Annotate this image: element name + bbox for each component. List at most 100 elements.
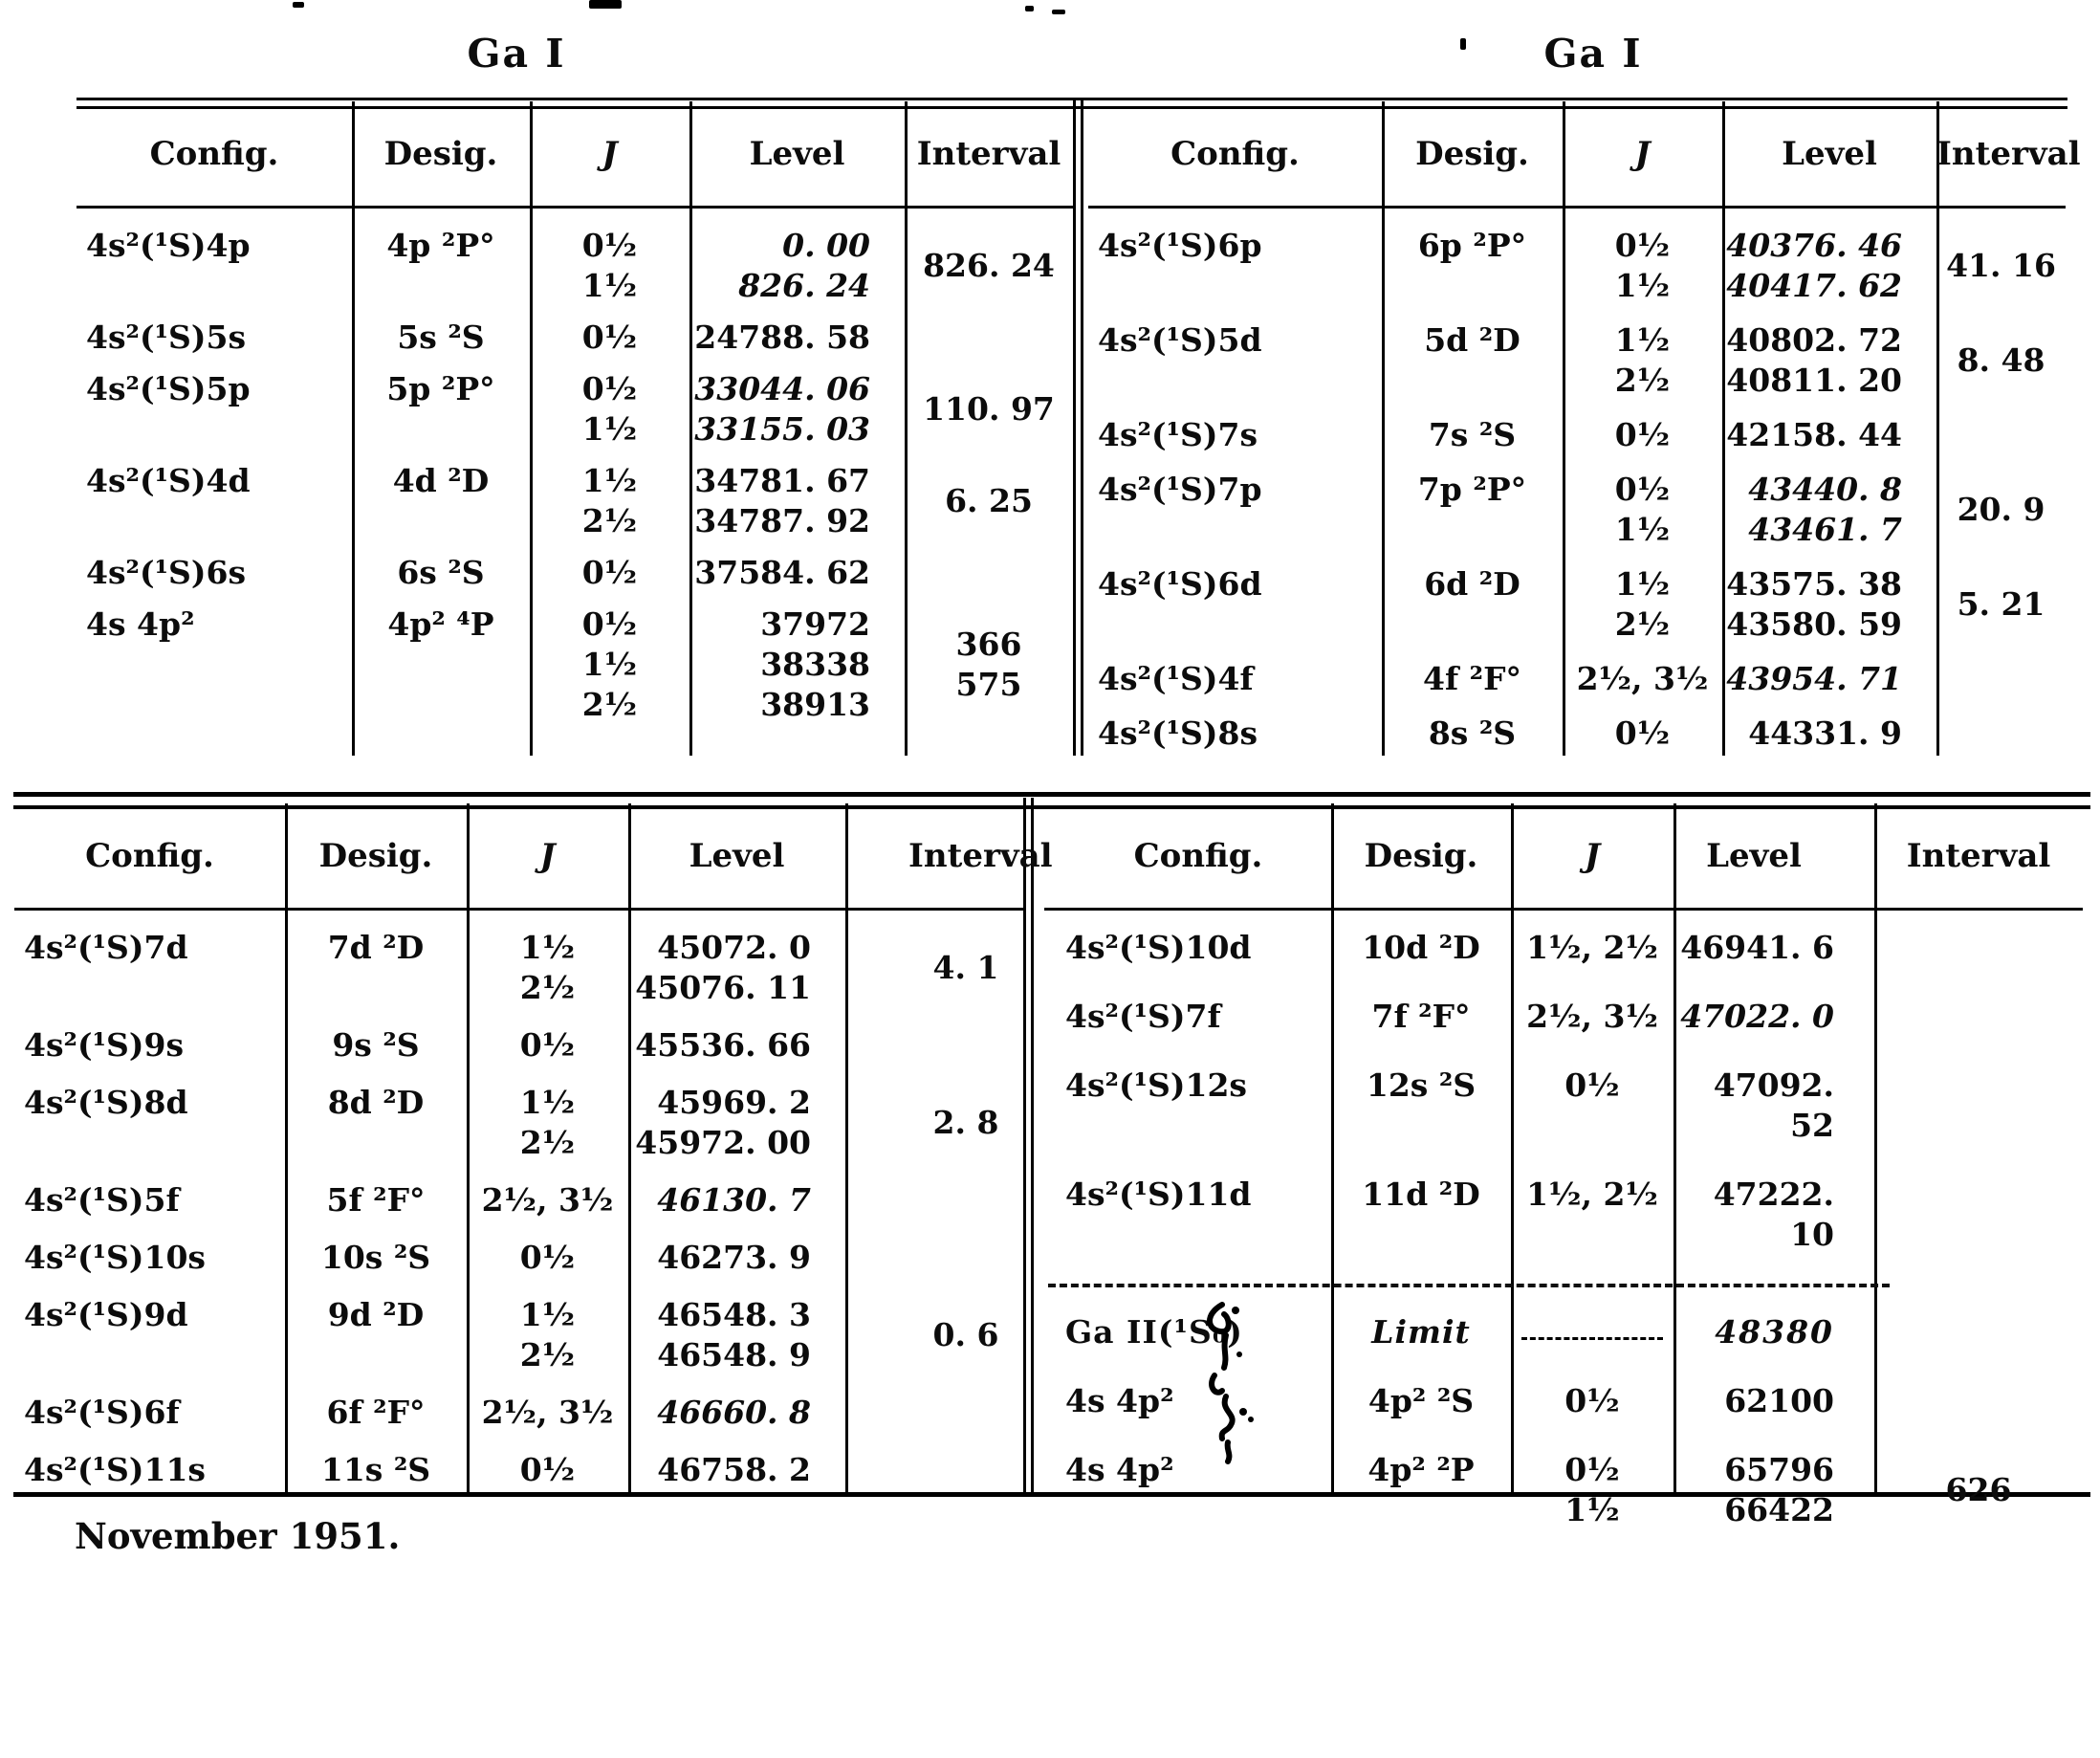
table-row: 4s 4p² 4p² ⁴P 0½ 1½ 2½ 37972 38338 38913 366 575	[77, 604, 1073, 725]
table-title-left: Ga I	[467, 31, 566, 77]
level-cell: 0. 00 826. 24	[689, 226, 905, 306]
j-cell: 2½, 3½	[467, 1180, 628, 1220]
j-cell: 0½ 1½ 2½	[530, 604, 689, 725]
desig-cell: 7s ²S	[1428, 416, 1517, 453]
interval-cell: 5. 21	[1936, 564, 2066, 645]
j-value: 0½	[581, 319, 638, 356]
interval-cell	[845, 1025, 1023, 1066]
interval-cell	[845, 1450, 1023, 1490]
table-row: 4s²(¹S)10s 10s ²S 0½ 46273. 9	[14, 1238, 1023, 1278]
scan-artifact	[1052, 10, 1065, 14]
j-value: 1½	[581, 646, 638, 683]
desig-cell: 5p ²P°	[386, 370, 495, 407]
table-row: 4s²(¹S)4f 4f ²F° 2½, 3½ 43954. 71	[1088, 659, 2066, 699]
config-cell: 4s²(¹S)7f	[1065, 998, 1221, 1035]
j-cell: 0½ 1½	[1511, 1450, 1673, 1530]
j-cell	[1511, 1312, 1673, 1340]
level-value: 40376. 46	[1726, 227, 1902, 264]
table-row: 4s²(¹S)9s 9s ²S 0½ 45536. 66	[14, 1025, 1023, 1066]
j-value: 0½	[1564, 1451, 1620, 1488]
j-value: 0½	[519, 1239, 576, 1276]
level-value: 46273. 9	[657, 1239, 811, 1276]
level-value: 33155. 03	[694, 410, 870, 448]
j-value: 0½	[1614, 471, 1671, 508]
j-value: 0½	[581, 370, 638, 407]
table-row: 4s²(¹S)5s 5s ²S 0½ 24788. 58	[77, 318, 1073, 358]
column-rule	[1511, 803, 1514, 1496]
table-body: 4s²(¹S)10d 10d ²D 1½, 2½ 46941. 6 4s²(¹S)7f 7…	[1044, 928, 2083, 1559]
j-value: 1½, 2½	[1526, 1176, 1658, 1213]
interval-cell: 20. 9	[1936, 470, 2066, 550]
level-cell: 65796 66422	[1673, 1450, 1874, 1530]
config-cell: 4s²(¹S)6s	[86, 554, 247, 591]
table-row: 4s²(¹S)9d 9d ²D 1½ 2½ 46548. 3 46548. 9 0. 6	[14, 1295, 1023, 1375]
j-cell: 1½ 2½	[1563, 320, 1722, 401]
table-row: 4s²(¹S)11s 11s ²S 0½ 46758. 2	[14, 1450, 1023, 1490]
interval-value: 8. 48	[1957, 341, 2045, 379]
j-cell: 0½	[467, 1238, 628, 1278]
config-cell: Ga II(¹S₀)	[1065, 1313, 1243, 1351]
level-cell: 62100	[1673, 1381, 1874, 1421]
column-header-desig: Desig.	[383, 134, 498, 173]
interval-value: 626	[1945, 1471, 2012, 1508]
level-cell: 46548. 3 46548. 9	[628, 1295, 845, 1375]
column-header-interval: Interval	[916, 134, 1061, 173]
interval-value: 5. 21	[1957, 585, 2045, 623]
middle-heavy-rule	[13, 792, 2090, 809]
level-cell: 40802. 72 40811. 20	[1722, 320, 1936, 401]
desig-cell: 7p ²P°	[1417, 471, 1527, 508]
table-row: 4s²(¹S)8d 8d ²D 1½ 2½ 45969. 2 45972. 00 2. 8	[14, 1083, 1023, 1163]
j-cell: 2½, 3½	[467, 1393, 628, 1433]
j-value: 1½	[581, 267, 638, 304]
level-value: 40417. 62	[1726, 267, 1902, 304]
config-cell: 4s 4p²	[86, 605, 195, 643]
level-value: 45972. 00	[635, 1124, 811, 1161]
table-divider-bottom	[1023, 798, 1034, 1496]
interval-value: 4. 1	[932, 949, 999, 986]
table-title-right: Ga I	[1543, 31, 1643, 77]
level-cell: 37972 38338 38913	[689, 604, 905, 725]
level-cell: 47022. 0	[1673, 997, 1874, 1037]
level-cell: 45072. 0 45076. 11	[628, 928, 845, 1008]
interval-value: 575	[955, 666, 1022, 703]
column-header-interval: Interval	[908, 836, 1053, 875]
config-cell: 4s²(¹S)4d	[86, 462, 251, 499]
column-rule	[905, 101, 908, 756]
j-cell: 0½	[530, 553, 689, 593]
config-cell: 4s 4p²	[1065, 1451, 1174, 1488]
column-rule	[1936, 101, 1939, 756]
j-value: 1½	[1564, 1491, 1620, 1528]
table-divider-top	[1073, 100, 1083, 756]
level-value: 43461. 7	[1748, 511, 1902, 548]
level-cell: 48380	[1673, 1312, 1874, 1352]
level-cell: 43575. 38 43580. 59	[1722, 564, 1936, 645]
table-header-row: Config. Desig. J Level Interval	[77, 101, 1073, 206]
column-header-level: Level	[749, 134, 845, 173]
column-header-config: Config.	[1133, 836, 1263, 875]
level-value: 0. 00	[782, 227, 870, 264]
bottom-rule	[13, 1492, 2090, 1497]
j-value: 2½, 3½	[1526, 998, 1658, 1035]
interval-cell	[1874, 1381, 2083, 1421]
table-row: 4s²(¹S)4p 4p ²P° 0½ 1½ 0. 00 826. 24 826. 24	[77, 226, 1073, 306]
table-row: 4s²(¹S)6d 6d ²D 1½ 2½ 43575. 38 43580. 59 5. 2…	[1088, 564, 2066, 645]
interval-cell	[1936, 415, 2066, 455]
interval-value: 41. 16	[1946, 247, 2056, 284]
j-cell: 0½	[1563, 714, 1722, 754]
interval-cell	[1874, 928, 2083, 968]
desig-cell: 4p² ⁴P	[387, 605, 494, 643]
desig-cell: 9s ²S	[332, 1026, 420, 1064]
table-row: 4s²(¹S)6s 6s ²S 0½ 37584. 62	[77, 553, 1073, 593]
column-header-desig: Desig.	[1415, 134, 1529, 173]
desig-cell: 5f ²F°	[326, 1181, 426, 1219]
level-value: 48380	[1715, 1313, 1834, 1351]
interval-cell: 2. 8	[845, 1083, 1023, 1163]
interval-value: 110. 97	[923, 390, 1055, 428]
dashed-separator	[1048, 1284, 1890, 1287]
level-cell: 45536. 66	[628, 1025, 845, 1066]
j-cell: 0½	[1563, 415, 1722, 455]
j-value: 0½	[1614, 416, 1671, 453]
j-cell: 1½, 2½	[1511, 1175, 1673, 1215]
interval-value: 6. 25	[945, 482, 1033, 519]
